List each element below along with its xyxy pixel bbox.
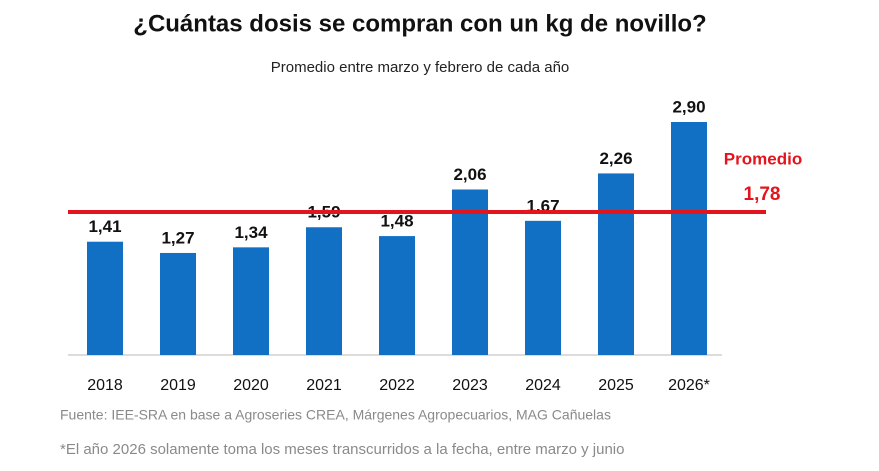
bar [87, 241, 123, 355]
x-tick-label: 2024 [525, 377, 561, 394]
bar [598, 173, 634, 355]
chart-subtitle: Promedio entre marzo y febrero de cada a… [271, 59, 570, 76]
chart-title: ¿Cuántas dosis se compran con un kg de n… [133, 10, 706, 37]
value-label: 1,48 [380, 212, 413, 231]
x-tick-label: 2021 [306, 377, 342, 394]
x-tick-label: 2020 [233, 377, 269, 394]
bar [525, 220, 561, 355]
average-name: Promedio [724, 149, 802, 168]
value-label: 1,41 [88, 217, 121, 236]
bar [233, 247, 269, 355]
value-label: 2,06 [453, 165, 486, 184]
x-tick-label: 2026* [668, 377, 710, 394]
x-tick-label: 2025 [598, 377, 634, 394]
value-label: 2,90 [672, 97, 705, 116]
x-tick-label: 2022 [379, 377, 415, 394]
bar [671, 122, 707, 355]
bar [306, 227, 342, 355]
value-label: 2,26 [599, 149, 632, 168]
source: Fuente: IEE-SRA en base a Agroseries CRE… [60, 407, 611, 423]
bar [452, 189, 488, 355]
x-tick-label: 2023 [452, 377, 488, 394]
x-tick-label: 2018 [87, 377, 123, 394]
bar [379, 236, 415, 355]
value-label: 1,34 [234, 223, 268, 242]
x-tick-label: 2019 [160, 377, 196, 394]
bar [160, 252, 196, 355]
average-value: 1,78 [744, 184, 781, 205]
footnote: *El año 2026 solamente toma los meses tr… [60, 441, 624, 458]
value-label: 1,27 [161, 228, 194, 247]
